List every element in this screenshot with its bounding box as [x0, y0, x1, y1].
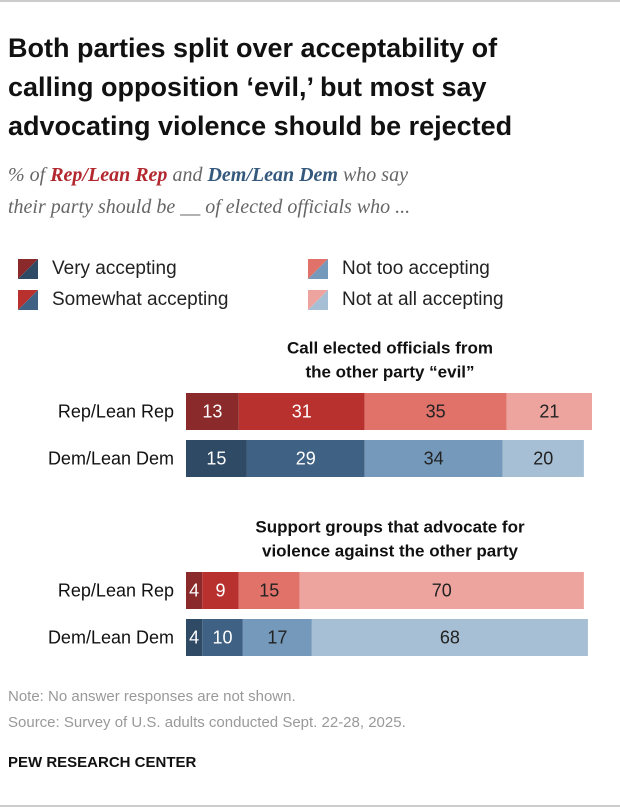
bar-segment — [238, 393, 365, 430]
bar-segment — [246, 440, 365, 477]
data-label: 70 — [432, 580, 452, 600]
legend-label: Not at all accepting — [342, 289, 504, 310]
data-label: 4 — [189, 627, 199, 647]
category-label: Dem/Lean Dem — [48, 448, 174, 468]
chart-title: calling opposition ‘evil,’ but most say — [8, 72, 487, 102]
data-label: 15 — [206, 448, 226, 468]
bar-segment — [186, 619, 203, 656]
subtitle-part: their party should be __ of elected offi… — [8, 196, 410, 218]
chart-title: advocating violence should be rejected — [8, 111, 512, 141]
legend-swatch — [18, 259, 38, 279]
legend-label: Very accepting — [52, 258, 177, 279]
data-label: 15 — [259, 580, 279, 600]
legend-swatch — [308, 259, 328, 279]
data-label: 35 — [426, 401, 446, 421]
legend-swatch — [308, 290, 328, 310]
subtitle: their party should be __ of elected offi… — [8, 196, 410, 218]
bar-segment — [186, 572, 203, 609]
data-label: 13 — [202, 401, 222, 421]
source: Source: Survey of U.S. adults conducted … — [8, 714, 406, 731]
bar-segment — [299, 572, 584, 609]
bar-segment — [202, 619, 243, 656]
bar-segment — [242, 619, 312, 656]
data-label: 68 — [440, 627, 460, 647]
category-label: Dem/Lean Dem — [48, 627, 174, 647]
bar-segment — [186, 440, 247, 477]
data-label: 9 — [216, 580, 226, 600]
subtitle-part: Dem/Lean Dem — [206, 164, 338, 186]
legend-label: Not too accepting — [342, 258, 490, 279]
data-label: 34 — [424, 448, 444, 468]
panel-title: Call elected officials from — [287, 338, 493, 357]
footer: PEW RESEARCH CENTER — [8, 754, 197, 771]
subtitle-part: % of — [8, 164, 50, 186]
bar-segment — [506, 393, 592, 430]
data-label: 17 — [267, 627, 287, 647]
bar-segment — [311, 619, 588, 656]
legend-swatch — [18, 290, 38, 310]
subtitle: % of Rep/Lean Rep and Dem/Lean Dem who s… — [8, 164, 408, 186]
panel-title: Support groups that advocate for — [255, 517, 525, 536]
bar-segment — [364, 440, 503, 477]
data-label: 4 — [189, 580, 199, 600]
panel-title: violence against the other party — [262, 541, 519, 560]
subtitle-part: Rep/Lean Rep — [49, 164, 167, 186]
legend-label: Somewhat accepting — [52, 289, 228, 310]
note: Note: No answer responses are not shown. — [8, 688, 296, 705]
data-label: 10 — [213, 627, 233, 647]
data-label: 21 — [539, 401, 559, 421]
chart-title: Both parties split over acceptability of — [8, 33, 498, 63]
bar-segment — [238, 572, 300, 609]
bar-segment — [502, 440, 584, 477]
category-label: Rep/Lean Rep — [58, 580, 174, 600]
bar-segment — [364, 393, 507, 430]
data-label: 20 — [533, 448, 553, 468]
subtitle-part: and — [167, 164, 207, 186]
bar-segment — [186, 393, 239, 430]
category-label: Rep/Lean Rep — [58, 401, 174, 421]
subtitle-part: who say — [338, 164, 408, 186]
panel-title: the other party “evil” — [305, 362, 474, 381]
data-label: 29 — [296, 448, 316, 468]
bar-segment — [202, 572, 239, 609]
data-label: 31 — [292, 401, 312, 421]
